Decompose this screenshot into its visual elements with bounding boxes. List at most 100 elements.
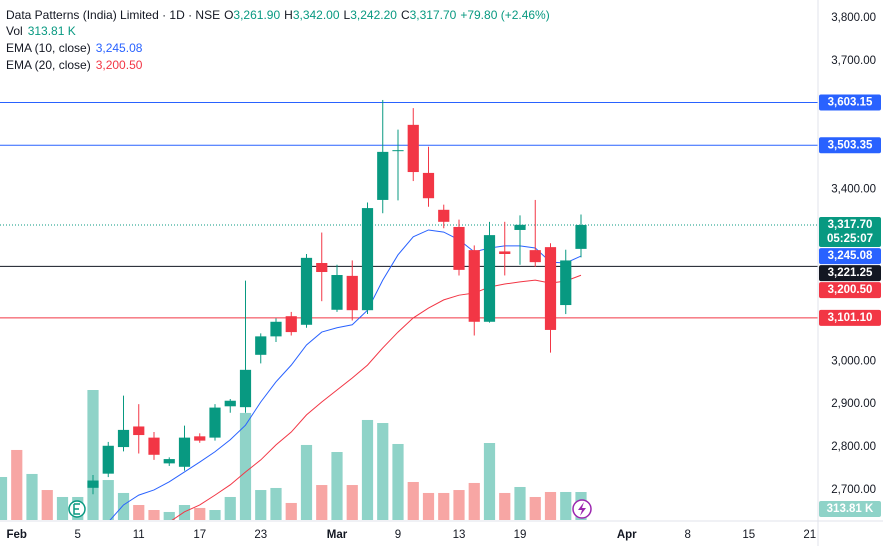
- ohlc-value: 3,317.70: [410, 8, 457, 22]
- ohlc-label: L: [344, 8, 351, 22]
- candle-body: [285, 316, 297, 333]
- legend-value: 3,245.08: [96, 41, 143, 55]
- candle-body: [102, 445, 114, 474]
- volume-bar: [560, 491, 572, 520]
- legend-entry: EMA (10, close) 3,245.08: [6, 41, 143, 55]
- x-tick-label: Feb: [7, 529, 27, 541]
- price-label: 05:25:07: [827, 233, 873, 245]
- legend-label: EMA (10, close): [6, 41, 91, 55]
- candle-body: [529, 250, 541, 263]
- price-label-box: [819, 137, 881, 154]
- x-tick-label: Apr: [617, 529, 637, 541]
- x-tick-label: 21: [803, 529, 816, 541]
- legend-label: EMA (20, close): [6, 58, 91, 72]
- legend-value: 3,200.50: [96, 58, 143, 72]
- candle-body: [87, 480, 99, 488]
- price-label-box: [819, 282, 881, 299]
- ohlc-label: H: [284, 8, 293, 22]
- volume-bar: [316, 485, 328, 520]
- volume-bar: [483, 442, 496, 520]
- candle-body: [270, 321, 282, 337]
- x-tick-label: 8: [685, 529, 691, 541]
- volume-bar: [529, 496, 541, 520]
- candle-body: [178, 437, 191, 467]
- volume-bar: [56, 496, 69, 520]
- header-line: Data Patterns (India) Limited · 1D · NSE…: [6, 8, 550, 22]
- price-label: 3,317.70: [828, 219, 873, 231]
- y-tick-label: 3,000.00: [831, 355, 876, 367]
- ohlc-value: 3,342.00: [293, 8, 340, 22]
- candle-body: [331, 275, 343, 310]
- price-label: 3,221.25: [828, 267, 873, 279]
- volume-bar: [361, 419, 374, 520]
- candle-body: [468, 250, 480, 322]
- candle-body: [560, 260, 572, 306]
- volume-bar: [453, 490, 465, 520]
- volume-label-box: [819, 501, 881, 517]
- chart-title: Data Patterns (India) Limited · 1D · NSE: [6, 8, 220, 22]
- y-tick-label: 3,800.00: [831, 12, 876, 24]
- volume-bar: [239, 412, 252, 520]
- candle-body: [575, 224, 587, 249]
- price-label: 3,603.15: [828, 97, 873, 109]
- volume-bar: [438, 492, 450, 520]
- volume-label: 313.81 K: [827, 503, 874, 515]
- ohlc-label: O: [224, 8, 233, 22]
- candle-body: [407, 124, 419, 173]
- volume-bar: [148, 510, 160, 520]
- volume-bar: [87, 390, 99, 520]
- y-tick-label: 2,900.00: [831, 398, 876, 410]
- candle-body: [453, 226, 465, 270]
- candle-body: [148, 437, 160, 455]
- y-tick-label: 2,700.00: [831, 484, 876, 496]
- time-axis: Feb 5 11 17 23 Mar 9 13 19 Apr 8 15 21: [7, 529, 817, 541]
- volume-bar: [117, 492, 130, 520]
- earnings-icon[interactable]: [68, 500, 86, 518]
- event-icon[interactable]: [572, 499, 592, 519]
- candle-body: [255, 336, 267, 355]
- price-label: 3,101.10: [828, 312, 873, 324]
- price-label-box: [819, 216, 881, 247]
- price-label: 3,245.08: [828, 250, 873, 262]
- legend-entry: EMA (20, close) 3,200.50: [6, 58, 143, 72]
- x-tick-label: Mar: [327, 529, 348, 541]
- candle-body: [300, 257, 313, 325]
- x-tick-label: 13: [453, 529, 466, 541]
- candle-body: [194, 436, 206, 441]
- volume-bar: [407, 481, 419, 520]
- price-label-box: [819, 265, 881, 282]
- volume-bar: [422, 492, 435, 520]
- volume-bar: [514, 486, 526, 520]
- volume-bar: [163, 511, 175, 520]
- volume-bar: [392, 443, 404, 520]
- ema-line: [171, 274, 582, 520]
- volume-bar: [11, 449, 23, 520]
- volume-bar: [133, 505, 145, 520]
- candle-body: [224, 400, 236, 407]
- ohlc-value: 3,261.90: [233, 8, 280, 22]
- price-label: 3,503.35: [828, 139, 873, 151]
- legend-label: Vol: [6, 24, 23, 38]
- candle-body: [544, 247, 557, 330]
- x-tick-label: 11: [133, 529, 145, 541]
- price-label-box: [819, 309, 881, 326]
- price-label: 3,200.50: [828, 284, 873, 296]
- candle-body: [392, 150, 404, 152]
- volume-bar: [0, 476, 8, 520]
- volume-bar: [209, 510, 221, 520]
- candle-body: [346, 275, 358, 311]
- legend-value: 313.81 K: [28, 24, 76, 38]
- volume-bar: [224, 496, 236, 520]
- candle-body: [377, 151, 389, 200]
- candle-body: [316, 263, 328, 273]
- volume-bar: [285, 502, 297, 520]
- volume-bar: [544, 491, 557, 520]
- volume-bar: [331, 452, 343, 520]
- volume-bar: [194, 507, 206, 520]
- volume-bar: [468, 482, 480, 520]
- candle-body: [117, 429, 130, 448]
- ema-line: [109, 229, 582, 520]
- volume-bar: [255, 490, 267, 520]
- candle-body: [483, 235, 496, 322]
